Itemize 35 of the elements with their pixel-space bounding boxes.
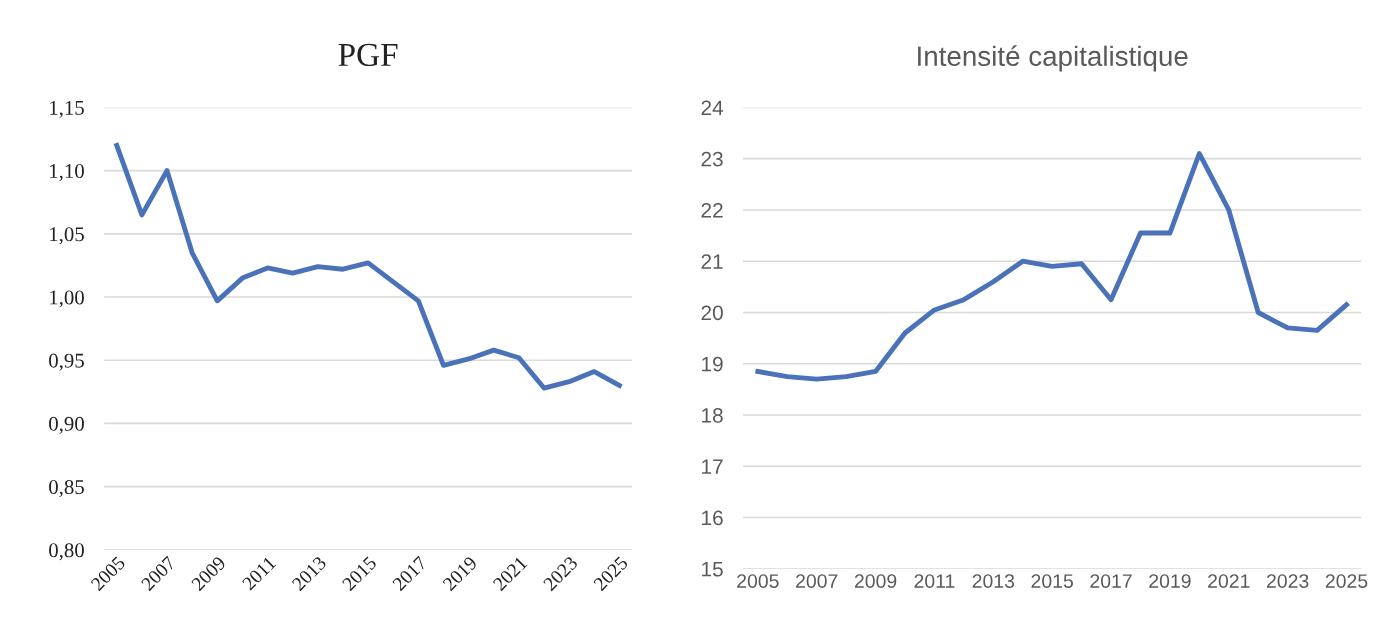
y-tick-label: 1,00 — [50, 290, 84, 308]
y-tick-label: 16 — [702, 510, 723, 526]
x-tick-label: 2021 — [492, 555, 528, 592]
x-tick-label: 2009 — [854, 574, 897, 588]
x-tick-label: 2013 — [972, 574, 1015, 588]
y-tick-label: 1,05 — [50, 227, 84, 245]
y-tick-label: 0,80 — [49, 543, 84, 561]
y-tick-label: 18 — [702, 408, 723, 423]
x-tick-label: 2019 — [1149, 574, 1191, 588]
y-tick-label: 1,15 — [50, 100, 84, 118]
x-tick-label: 2023 — [1266, 574, 1309, 588]
x-tick-label: 2025 — [1325, 574, 1368, 588]
x-tick-label: 2017 — [1090, 574, 1132, 588]
line-series — [755, 151, 1349, 382]
chart-title: Intensité capitalistique — [918, 45, 1188, 72]
x-tick-label: 2011 — [914, 574, 955, 588]
y-tick-label: 24 — [701, 100, 724, 115]
line-series — [114, 142, 622, 391]
y-tick-label: 23 — [701, 151, 723, 167]
y-tick-label: 15 — [702, 562, 723, 577]
y-tick-label: 22 — [701, 202, 723, 218]
x-tick-label: 2011 — [241, 555, 277, 591]
y-tick-label: 19 — [702, 356, 723, 372]
y-tick-label: 1,10 — [50, 164, 84, 182]
x-tick-label: 2007 — [796, 574, 838, 588]
x-tick-label: 2021 — [1208, 574, 1250, 588]
y-tick-label: 0,95 — [49, 353, 84, 371]
x-tick-label: 2005 — [737, 574, 779, 588]
y-tick-label: 0,85 — [49, 480, 84, 498]
y-tick-label: 21 — [701, 254, 723, 269]
y-tick-label: 17 — [702, 459, 723, 474]
y-tick-label: 20 — [701, 305, 723, 321]
y-tick-label: 0,90 — [49, 416, 84, 434]
chart-title: PGF — [338, 43, 398, 67]
x-tick-label: 2015 — [1031, 574, 1073, 588]
